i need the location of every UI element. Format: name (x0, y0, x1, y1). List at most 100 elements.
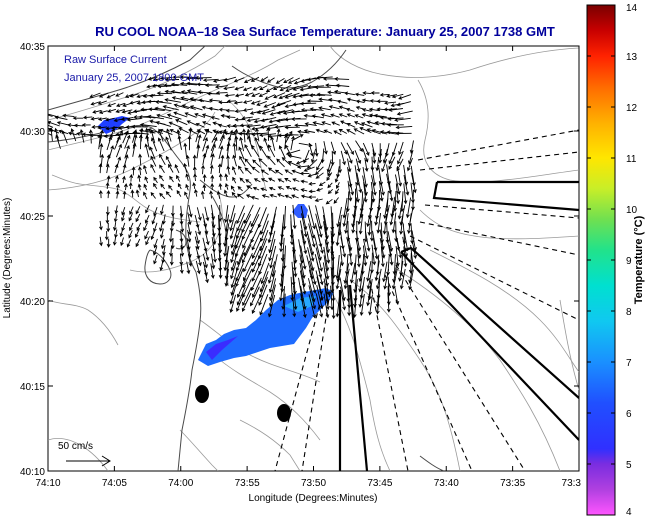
current-vector (251, 261, 262, 282)
current-vector (244, 167, 252, 175)
current-vector (166, 128, 172, 142)
current-vector (325, 198, 333, 205)
current-vector (223, 76, 237, 82)
current-vector (107, 108, 117, 113)
current-vector (239, 136, 245, 152)
current-vector (372, 239, 379, 260)
current-vector (348, 245, 354, 267)
current-vector (338, 159, 342, 174)
current-vector (291, 134, 304, 142)
current-vector (55, 134, 61, 149)
current-vector (335, 268, 342, 290)
current-vector (402, 236, 409, 258)
current-vector (122, 175, 126, 183)
current-vector (176, 174, 181, 182)
current-vector (388, 108, 403, 112)
current-vector (234, 86, 245, 91)
x-tick-label: 73:3 (562, 478, 582, 489)
current-vector (152, 246, 158, 256)
current-vector (386, 94, 397, 98)
current-vector (316, 92, 332, 97)
current-vector (210, 143, 216, 158)
current-vector (234, 93, 244, 98)
current-vector (112, 236, 117, 246)
current-vector (156, 113, 173, 120)
current-vector (129, 93, 139, 98)
current-vector (165, 136, 172, 151)
current-vector (253, 118, 269, 124)
current-vector (186, 120, 198, 126)
current-vector (201, 113, 212, 118)
current-vector (180, 96, 197, 102)
current-vector (383, 269, 390, 290)
current-vector (355, 99, 365, 104)
current-vector (214, 84, 228, 89)
current-vector (356, 172, 363, 194)
current-vector (150, 163, 156, 173)
current-vector (331, 294, 336, 320)
colorbar-tick-label: 10 (626, 205, 638, 216)
current-vector (208, 106, 219, 111)
current-vector (145, 204, 150, 214)
current-vector (333, 130, 342, 136)
current-vector (136, 222, 142, 232)
current-vector (211, 130, 219, 143)
current-vector (225, 108, 235, 113)
y-tick-label: 40:10 (20, 467, 45, 478)
current-vector (309, 107, 324, 112)
current-vector (122, 130, 129, 144)
current-vector (178, 127, 189, 134)
current-vector (164, 77, 180, 82)
current-vector (189, 97, 204, 102)
current-vector (267, 167, 277, 174)
current-vector (202, 152, 207, 166)
current-vector (362, 167, 368, 188)
colorbar-tick-label: 8 (626, 307, 632, 318)
current-vector (346, 97, 357, 102)
current-vector (346, 129, 356, 135)
current-vector (291, 169, 301, 175)
current-vector (186, 89, 203, 94)
x-axis: 74:10 74:05 74:00 73:55 73:50 73:45 73:40 73:35… (35, 46, 581, 489)
current-vector (295, 158, 309, 165)
current-vector (396, 110, 413, 116)
current-vector (335, 293, 341, 318)
current-vector (347, 292, 352, 317)
y-axis-label: Latitude (Degrees:Minutes) (2, 198, 13, 319)
current-vector (159, 164, 165, 174)
current-vector (366, 261, 372, 282)
current-vector (226, 142, 231, 157)
current-vector (143, 164, 148, 175)
current-vector (204, 206, 210, 222)
current-vector (246, 185, 253, 190)
current-vector (315, 247, 323, 272)
current-vector (308, 285, 317, 310)
current-vector (336, 99, 348, 104)
current-vector (202, 183, 207, 192)
current-vector (223, 239, 228, 257)
current-vector (98, 110, 108, 115)
current-vector (242, 229, 252, 249)
current-vector (126, 117, 142, 122)
current-vector (263, 137, 270, 152)
current-vector (267, 220, 275, 244)
current-vector (212, 246, 217, 263)
current-vector (129, 206, 134, 215)
current-vector (195, 230, 200, 245)
current-vector (315, 75, 333, 80)
current-vector (97, 125, 108, 130)
current-vector (202, 173, 207, 182)
current-vector (132, 109, 147, 114)
current-vector (194, 113, 206, 118)
current-vector (378, 148, 383, 164)
current-vector (348, 175, 355, 196)
current-vector (230, 236, 238, 256)
current-vector (268, 186, 276, 191)
current-vector (126, 239, 132, 248)
current-vector (347, 180, 353, 202)
current-vector (209, 164, 214, 175)
current-vector (224, 173, 229, 181)
current-vector (129, 173, 134, 182)
current-vector (185, 173, 190, 181)
current-vector (132, 142, 137, 157)
